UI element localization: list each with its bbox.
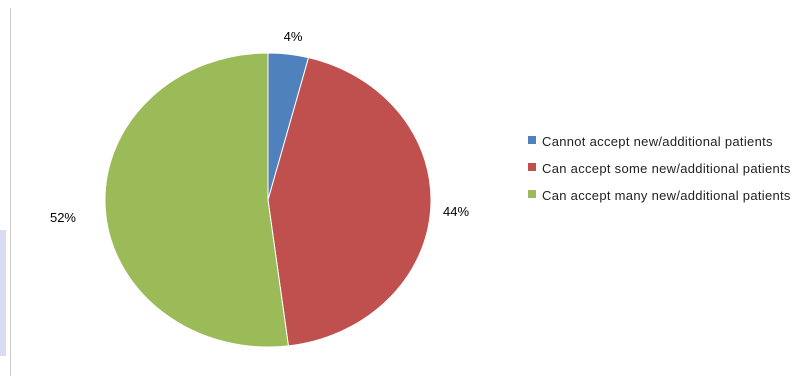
legend-item-accept-some: Can accept some new/additional patients	[528, 159, 798, 178]
pie-slice-accept-some	[267, 57, 432, 347]
chart-legend: Cannot accept new/additional patients Ca…	[528, 132, 798, 213]
side-strip	[0, 230, 6, 356]
legend-swatch-accept-many	[528, 190, 536, 198]
legend-swatch-accept-some	[528, 163, 536, 171]
legend-swatch-cannot-accept	[528, 136, 536, 144]
legend-label-accept-many: Can accept many new/additional patients	[542, 188, 791, 203]
chart-area-border	[10, 8, 11, 376]
legend-label-accept-some: Can accept some new/additional patients	[542, 161, 791, 176]
legend-item-cannot-accept: Cannot accept new/additional patients	[528, 132, 798, 151]
data-label-accept-some: 44%	[443, 204, 469, 219]
data-label-cannot-accept: 4%	[284, 29, 303, 44]
pie-data-labels: 4% 44% 52%	[50, 29, 469, 225]
legend-label-cannot-accept: Cannot accept new/additional patients	[542, 134, 773, 149]
data-label-accept-many: 52%	[50, 210, 76, 225]
legend-item-accept-many: Can accept many new/additional patients	[528, 186, 798, 205]
pie-slice-accept-many	[104, 52, 289, 348]
pie-slices	[104, 52, 432, 348]
